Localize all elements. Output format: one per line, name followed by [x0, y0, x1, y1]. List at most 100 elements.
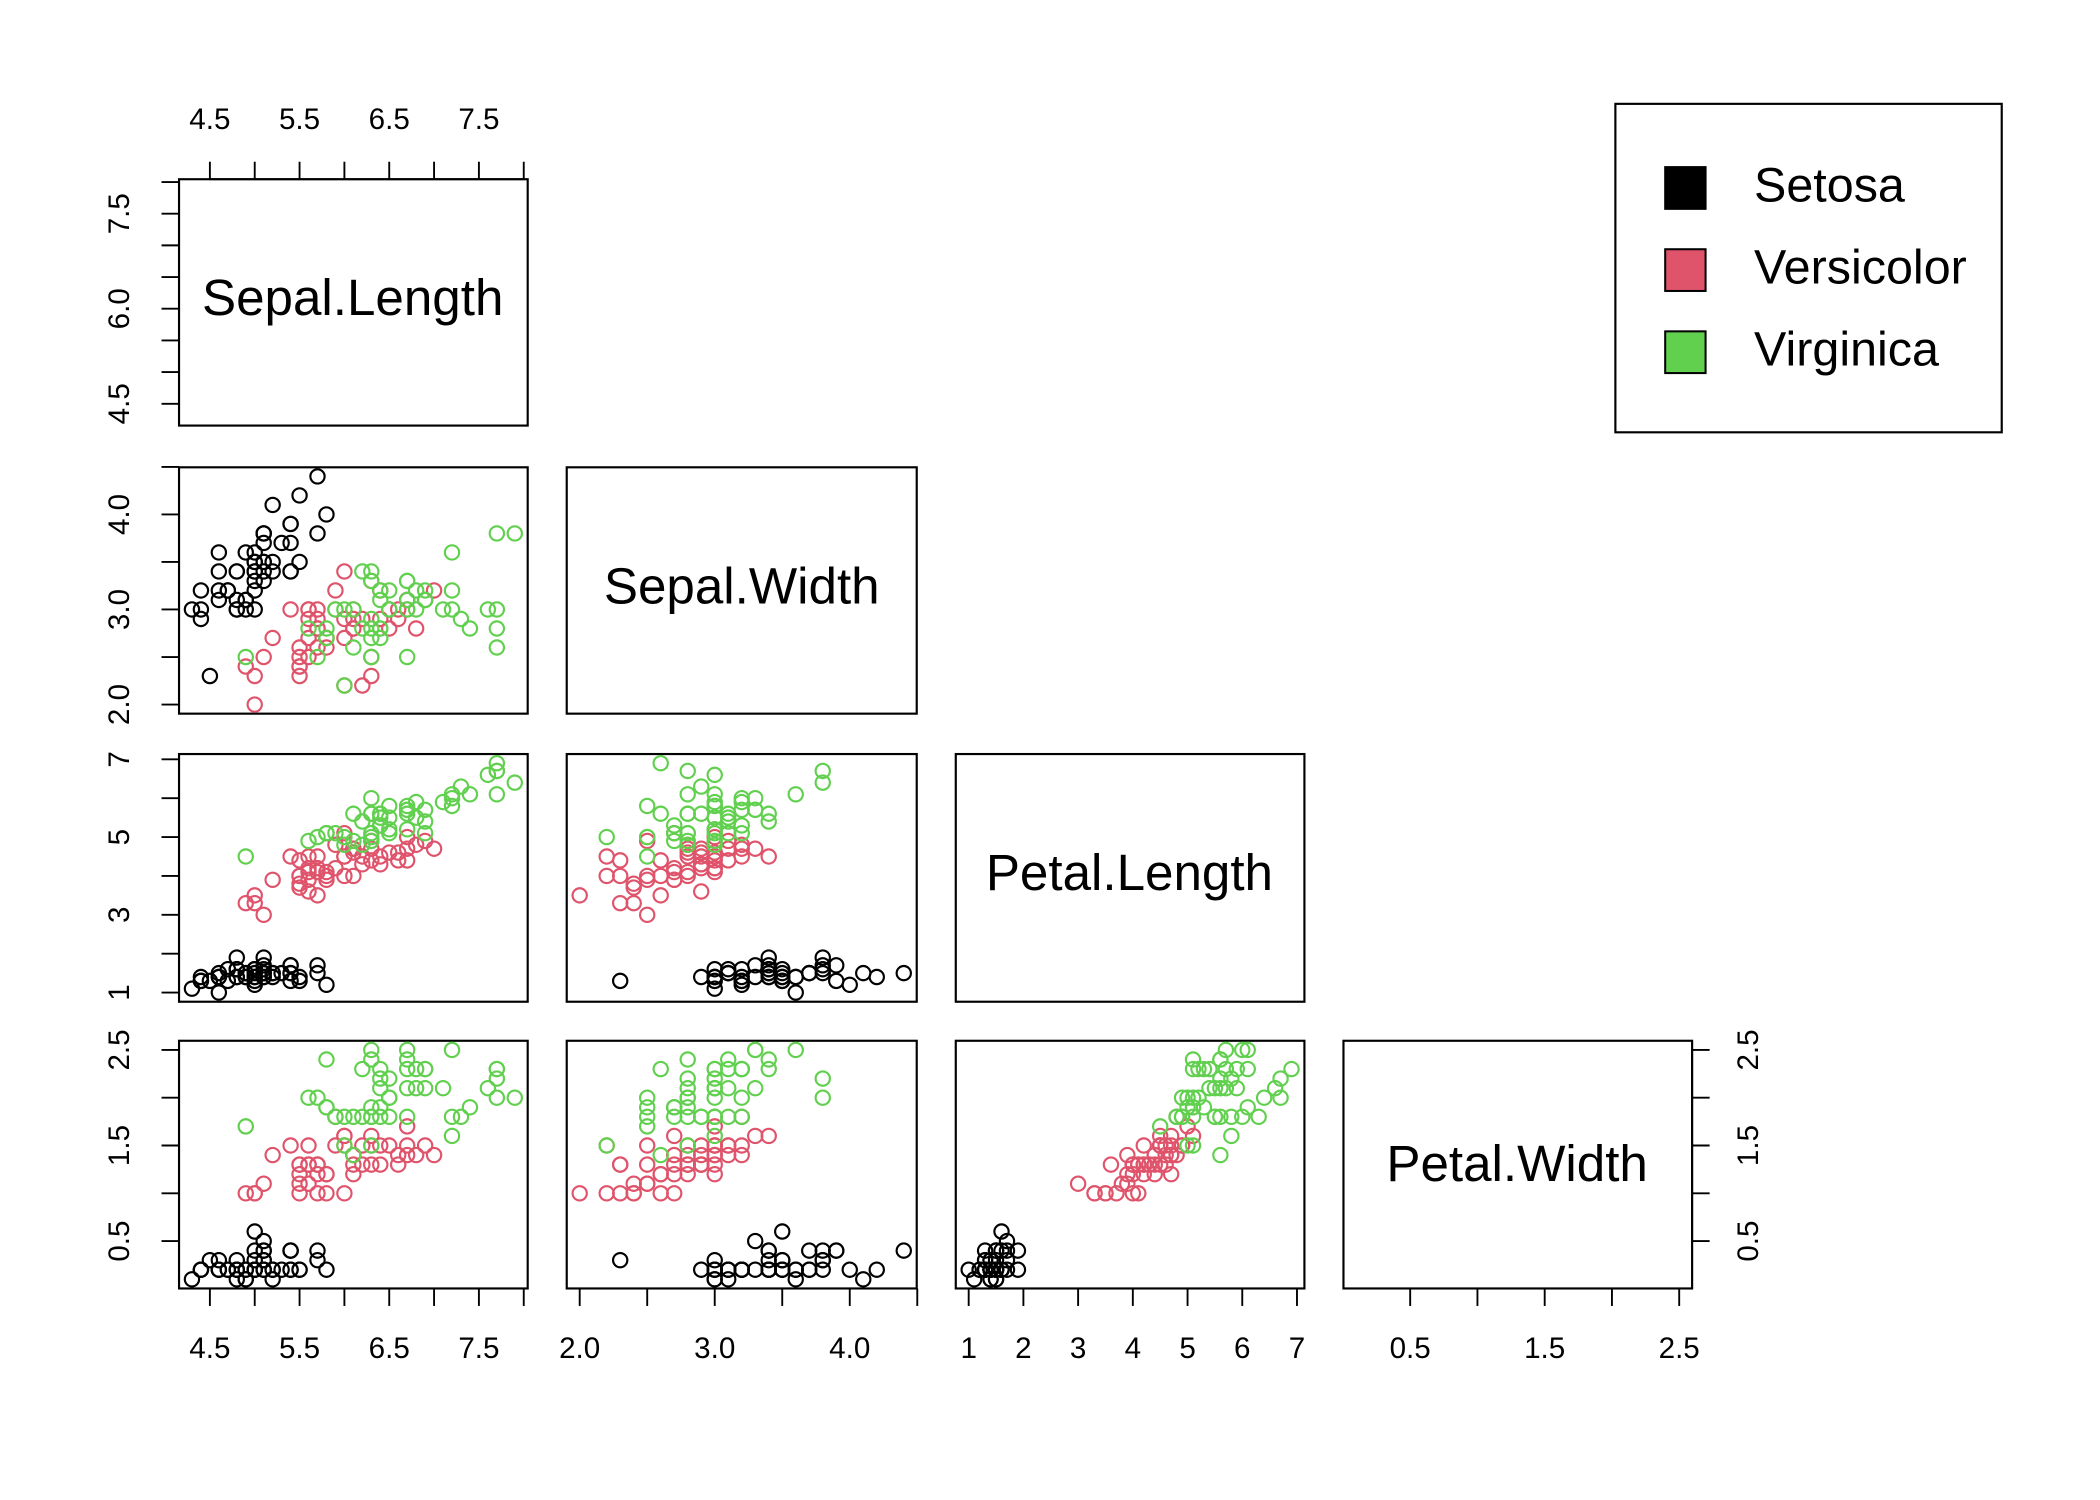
point-virginica	[336, 1108, 353, 1126]
point-setosa	[255, 1261, 272, 1278]
point-setosa	[982, 1261, 999, 1278]
legend-swatch-setosa	[1664, 166, 1707, 210]
point-versicolor	[598, 1185, 615, 1202]
point-versicolor	[1113, 1175, 1131, 1192]
point-versicolor	[679, 1156, 696, 1173]
point-versicolor	[1162, 1127, 1180, 1145]
point-versicolor	[255, 648, 272, 666]
point-setosa	[747, 968, 764, 986]
point-virginica	[706, 836, 723, 854]
point-setosa	[611, 972, 629, 990]
point-versicolor	[398, 828, 416, 846]
point-virginica	[1223, 1070, 1240, 1087]
point-versicolor	[336, 848, 353, 865]
tick-label: 6.0	[103, 288, 136, 329]
point-setosa	[246, 1261, 263, 1278]
point-versicolor	[354, 1137, 371, 1154]
point-versicolor	[372, 610, 389, 628]
point-setosa	[282, 563, 299, 580]
point-virginica	[1239, 1041, 1256, 1059]
point-virginica	[706, 824, 723, 842]
point-setosa	[706, 968, 723, 986]
point-virginica	[398, 1060, 416, 1078]
point-setosa	[255, 534, 272, 552]
point-versicolor	[679, 863, 696, 881]
point-virginica	[1184, 1137, 1202, 1154]
point-virginica	[345, 1146, 362, 1164]
point-virginica	[506, 774, 523, 791]
point-setosa	[993, 1261, 1010, 1278]
point-versicolor	[760, 1127, 777, 1145]
panel-frame	[954, 752, 1306, 1003]
point-setosa	[255, 525, 272, 542]
point-versicolor	[345, 1156, 362, 1173]
point-setosa	[965, 1271, 983, 1288]
point-versicolor	[237, 658, 254, 675]
point-virginica	[398, 1108, 416, 1126]
point-versicolor	[372, 1156, 389, 1173]
point-virginica	[488, 762, 506, 780]
point-versicolor	[300, 1137, 317, 1154]
point-setosa	[309, 957, 326, 974]
point-virginica	[706, 786, 723, 803]
point-virginica	[372, 629, 389, 647]
point-virginica	[237, 1118, 254, 1135]
point-setosa	[309, 1242, 326, 1259]
point-versicolor	[425, 582, 443, 599]
point-versicolor	[425, 840, 443, 857]
point-versicolor	[309, 1185, 326, 1202]
point-versicolor	[1069, 1175, 1087, 1192]
point-virginica	[407, 793, 425, 811]
point-virginica	[652, 755, 669, 772]
tick-label: 2	[1015, 1332, 1031, 1365]
point-virginica	[1212, 1051, 1229, 1068]
point-virginica	[638, 1089, 656, 1106]
point-versicolor	[733, 1137, 750, 1154]
point-setosa	[318, 506, 335, 523]
point-setosa	[255, 572, 272, 590]
point-versicolor	[354, 856, 371, 873]
panel-frame	[565, 752, 918, 1003]
point-versicolor	[1151, 1137, 1169, 1154]
point-virginica	[354, 813, 371, 830]
point-setosa	[201, 1251, 219, 1269]
point-virginica	[363, 828, 380, 846]
point-virginica	[1179, 1099, 1196, 1116]
legend-swatch-versicolor	[1664, 248, 1707, 292]
point-virginica	[679, 786, 696, 803]
point-setosa	[787, 984, 804, 1001]
point-virginica	[638, 797, 656, 815]
point-virginica	[1195, 1060, 1213, 1078]
point-versicolor	[309, 639, 326, 656]
diag-panel-sepal-width	[565, 466, 918, 715]
point-virginica	[733, 1108, 750, 1126]
point-setosa	[246, 968, 263, 986]
point-virginica	[381, 809, 398, 826]
point-setosa	[828, 1242, 845, 1259]
point-versicolor	[309, 601, 326, 618]
point-setosa	[246, 553, 263, 571]
point-setosa	[273, 534, 290, 552]
point-setosa	[255, 1251, 272, 1269]
point-virginica	[814, 1089, 831, 1106]
tick-label: 1.5	[1732, 1125, 1765, 1166]
point-virginica	[720, 1051, 737, 1068]
point-virginica	[679, 762, 696, 780]
point-virginica	[443, 1041, 461, 1059]
tick-label: 0.5	[1390, 1332, 1431, 1365]
point-virginica	[443, 789, 461, 807]
point-versicolor	[264, 871, 281, 889]
point-virginica	[1206, 1079, 1224, 1097]
point-virginica	[318, 620, 335, 637]
point-virginica	[706, 1070, 723, 1087]
point-virginica	[363, 1108, 380, 1126]
point-setosa	[192, 1261, 210, 1278]
point-versicolor	[309, 1156, 326, 1173]
point-versicolor	[354, 610, 371, 628]
point-virginica	[372, 1079, 389, 1097]
point-versicolor	[652, 852, 669, 869]
point-virginica	[372, 809, 389, 826]
point-virginica	[381, 601, 398, 618]
axis-left-sepal-width: 2.0 3.0 4.0	[103, 465, 180, 725]
panel-frame	[177, 1039, 529, 1290]
